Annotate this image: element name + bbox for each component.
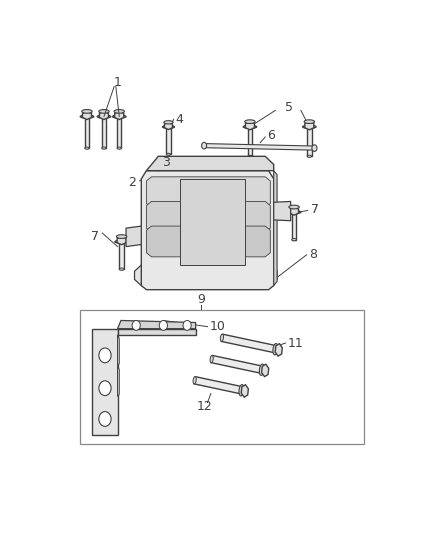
Bar	[102, 117, 106, 148]
Bar	[166, 127, 170, 154]
Ellipse shape	[113, 115, 126, 118]
Ellipse shape	[164, 120, 173, 124]
Text: 12: 12	[196, 400, 212, 413]
Text: 7: 7	[311, 203, 319, 216]
Ellipse shape	[119, 268, 124, 270]
Bar	[80, 310, 364, 443]
Ellipse shape	[287, 211, 301, 214]
Polygon shape	[204, 143, 314, 150]
Polygon shape	[194, 377, 242, 394]
Polygon shape	[117, 335, 119, 366]
Bar	[117, 117, 121, 148]
Ellipse shape	[243, 125, 257, 128]
Polygon shape	[92, 329, 117, 435]
Ellipse shape	[80, 115, 94, 118]
Ellipse shape	[220, 334, 223, 342]
Polygon shape	[305, 122, 314, 130]
Text: 7: 7	[91, 230, 99, 243]
Ellipse shape	[102, 147, 106, 149]
Ellipse shape	[117, 235, 127, 238]
Text: 4: 4	[175, 113, 183, 126]
Text: 6: 6	[267, 130, 275, 142]
Bar	[248, 127, 252, 156]
Ellipse shape	[248, 155, 252, 157]
Text: 5: 5	[285, 101, 293, 114]
Text: 2: 2	[128, 176, 136, 189]
Text: 3: 3	[162, 156, 170, 169]
Ellipse shape	[307, 155, 311, 157]
Polygon shape	[275, 344, 283, 356]
Polygon shape	[261, 364, 269, 377]
Polygon shape	[117, 320, 196, 329]
Text: 8: 8	[309, 248, 318, 261]
Ellipse shape	[193, 377, 196, 384]
Ellipse shape	[117, 147, 121, 149]
Polygon shape	[274, 201, 291, 221]
Polygon shape	[146, 156, 274, 171]
Ellipse shape	[162, 126, 174, 128]
Polygon shape	[241, 385, 248, 397]
Polygon shape	[274, 171, 277, 286]
Circle shape	[155, 164, 161, 171]
Ellipse shape	[273, 343, 278, 355]
Polygon shape	[141, 171, 274, 290]
Polygon shape	[211, 356, 262, 373]
Circle shape	[99, 381, 111, 395]
Ellipse shape	[115, 240, 128, 243]
Polygon shape	[134, 265, 277, 286]
Text: 11: 11	[287, 336, 303, 350]
Text: 1: 1	[113, 76, 121, 89]
Ellipse shape	[99, 110, 109, 113]
Polygon shape	[115, 111, 124, 119]
Ellipse shape	[97, 115, 111, 118]
Ellipse shape	[114, 110, 124, 113]
Ellipse shape	[239, 384, 244, 396]
Ellipse shape	[303, 125, 316, 128]
Ellipse shape	[289, 205, 299, 209]
Bar	[119, 243, 124, 269]
Text: 10: 10	[209, 320, 225, 333]
Ellipse shape	[166, 154, 170, 155]
Ellipse shape	[156, 176, 164, 182]
Polygon shape	[155, 165, 163, 181]
Polygon shape	[99, 111, 109, 119]
Polygon shape	[146, 177, 270, 207]
Circle shape	[99, 348, 111, 363]
Bar	[292, 213, 297, 240]
Ellipse shape	[304, 120, 314, 124]
Polygon shape	[117, 237, 126, 245]
Polygon shape	[126, 226, 141, 247]
Ellipse shape	[312, 145, 317, 151]
Ellipse shape	[259, 364, 264, 375]
Circle shape	[132, 320, 140, 330]
Polygon shape	[245, 122, 254, 130]
Polygon shape	[180, 179, 245, 265]
Ellipse shape	[82, 110, 92, 113]
Bar	[85, 117, 89, 148]
Polygon shape	[146, 226, 270, 257]
Polygon shape	[290, 207, 299, 215]
Polygon shape	[164, 122, 173, 130]
Ellipse shape	[245, 120, 255, 124]
Polygon shape	[82, 111, 92, 119]
Bar	[307, 127, 311, 156]
Polygon shape	[117, 366, 119, 397]
Text: 9: 9	[197, 294, 205, 306]
Ellipse shape	[85, 147, 89, 149]
Circle shape	[99, 411, 111, 426]
Polygon shape	[221, 334, 276, 353]
Ellipse shape	[201, 142, 207, 149]
Polygon shape	[117, 329, 196, 335]
Ellipse shape	[210, 356, 213, 362]
Circle shape	[183, 320, 191, 330]
Polygon shape	[146, 201, 270, 232]
Ellipse shape	[292, 238, 297, 241]
Circle shape	[159, 320, 167, 330]
